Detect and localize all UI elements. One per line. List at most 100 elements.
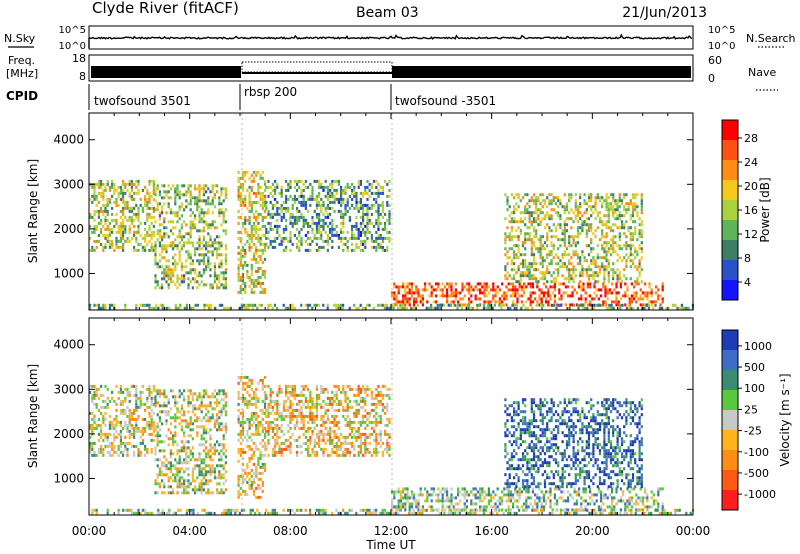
heatmap-cell: [91, 248, 94, 252]
heatmap-cell: [565, 205, 569, 209]
heatmap-cell: [596, 280, 599, 284]
heatmap-cell: [607, 208, 610, 212]
heatmap-cell: [617, 291, 620, 295]
heatmap-cell: [615, 285, 618, 289]
heatmap-cell: [165, 422, 168, 426]
heatmap-cell: [344, 423, 347, 427]
heatmap-cell: [285, 248, 288, 252]
heatmap-cell: [222, 211, 225, 215]
heatmap-cell: [93, 402, 96, 406]
heatmap-cell: [331, 191, 334, 195]
heatmap-cell: [211, 407, 214, 411]
heatmap-cell: [269, 402, 272, 406]
heatmap-cell: [627, 244, 630, 248]
heatmap-cell: [213, 467, 216, 471]
heatmap-cell: [237, 402, 240, 406]
heatmap-cell: [176, 467, 179, 471]
heatmap-cell: [614, 208, 617, 212]
heatmap-cell: [532, 277, 536, 281]
heatmap-cell: [183, 431, 186, 435]
heatmap-cell: [91, 453, 94, 457]
heatmap-cell: [293, 197, 296, 201]
heatmap-cell: [255, 405, 258, 409]
heatmap-cell: [601, 256, 604, 260]
heatmap-cell: [202, 473, 205, 477]
heatmap-cell: [97, 450, 100, 454]
heatmap-cell: [541, 277, 544, 281]
heatmap-cell: [280, 414, 283, 418]
heatmap-cell: [189, 428, 192, 432]
heatmap-cell: [165, 434, 168, 438]
heatmap-cell: [508, 205, 511, 209]
heatmap-cell: [259, 212, 262, 216]
heatmap-cell: [150, 390, 153, 394]
heatmap-cell: [315, 417, 318, 421]
heatmap-cell: [133, 444, 136, 448]
heatmap-cell: [174, 259, 177, 263]
heatmap-cell: [435, 300, 438, 304]
heatmap-cell: [485, 285, 488, 289]
heatmap-cell: [154, 244, 157, 248]
heatmap-cell: [211, 392, 214, 396]
heatmap-cell: [424, 282, 427, 286]
heatmap-cell: [313, 236, 316, 240]
heatmap-cell: [196, 187, 199, 191]
heatmap-cell: [220, 413, 223, 417]
heatmap-cell: [631, 211, 635, 215]
heatmap-cell: [293, 218, 296, 222]
heatmap-cell: [313, 179, 316, 183]
heatmap-cell: [222, 473, 225, 477]
heatmap-cell: [512, 300, 515, 304]
heatmap-cell: [257, 456, 260, 460]
heatmap-cell: [348, 306, 351, 310]
heatmap-cell: [364, 420, 367, 424]
heatmap-cell: [218, 199, 221, 203]
heatmap-cell: [298, 233, 301, 237]
heatmap-cell: [104, 185, 107, 189]
heatmap-cell: [216, 401, 219, 405]
heatmap-cell: [108, 441, 111, 445]
heatmap-cell: [298, 435, 301, 439]
heatmap-cell: [545, 285, 548, 289]
heatmap-cell: [333, 233, 336, 237]
heatmap-cell: [251, 303, 254, 307]
heatmap-cell: [93, 239, 96, 243]
heatmap-cell: [259, 227, 262, 231]
heatmap-cell: [535, 229, 538, 233]
heatmap-cell: [89, 411, 92, 415]
heatmap-cell: [137, 429, 140, 433]
heatmap-cell: [239, 257, 242, 261]
heatmap-cell: [572, 241, 575, 245]
heatmap-cell: [244, 254, 247, 258]
heatmap-cell: [154, 434, 157, 438]
heatmap-cell: [207, 404, 210, 408]
heatmap-cell: [169, 422, 172, 426]
heatmap-cell: [560, 282, 563, 286]
heatmap-cell: [351, 441, 354, 445]
heatmap-cell: [198, 229, 201, 233]
heatmap-cell: [340, 200, 343, 204]
heatmap-cell: [636, 306, 639, 310]
heatmap-cell: [513, 256, 516, 260]
heatmap-cell: [250, 278, 253, 282]
heatmap-cell: [122, 399, 125, 403]
heatmap-cell: [220, 389, 223, 393]
heatmap-cell: [246, 471, 249, 475]
heatmap-cell: [111, 303, 114, 307]
heatmap-cell: [91, 423, 94, 427]
heatmap-cell: [517, 268, 520, 272]
heatmap-cell: [117, 245, 120, 249]
heatmap-cell: [513, 262, 516, 266]
heatmap-cell: [271, 182, 274, 186]
heatmap-cell: [146, 423, 149, 427]
heatmap-cell: [259, 486, 262, 490]
heatmap-cell: [346, 423, 349, 427]
heatmap-cell: [102, 212, 105, 216]
heatmap-cell: [322, 453, 325, 457]
heatmap-cell: [239, 447, 242, 451]
heatmap-cell: [167, 479, 170, 483]
heatmap-cell: [128, 182, 131, 186]
heatmap-cell: [468, 285, 471, 289]
heatmap-cell: [563, 238, 566, 242]
heatmap-cell: [635, 294, 638, 298]
